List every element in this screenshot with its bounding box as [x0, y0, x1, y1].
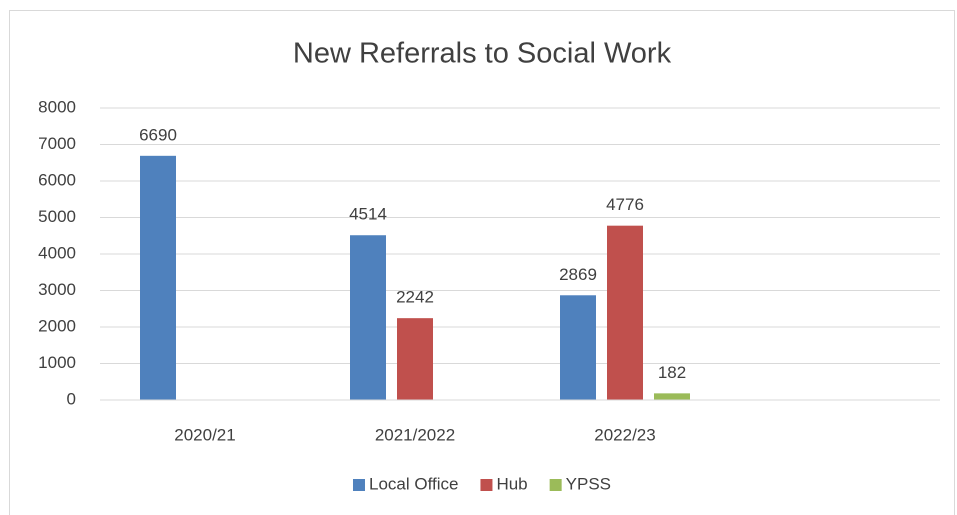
bar [350, 235, 386, 400]
y-tick-label: 2000 [38, 316, 76, 335]
legend-label: Hub [496, 474, 527, 493]
data-label: 4776 [606, 195, 644, 214]
data-label: 182 [658, 363, 686, 382]
legend-swatch [480, 479, 493, 491]
bar [140, 155, 176, 400]
legend-label: Local Office [369, 474, 458, 493]
chart-title: New Referrals to Social Work [293, 38, 672, 70]
y-tick-label: 8000 [38, 97, 76, 116]
y-tick-label: 0 [67, 389, 76, 408]
bar [397, 318, 433, 400]
data-label: 2869 [559, 265, 597, 284]
x-tick-label: 2020/21 [174, 425, 235, 444]
bar [560, 295, 596, 400]
data-label: 2242 [396, 288, 434, 307]
legend-swatch [352, 479, 365, 491]
y-tick-label: 4000 [38, 243, 76, 262]
x-tick-label: 2021/2022 [375, 425, 455, 444]
y-tick-label: 6000 [38, 170, 76, 189]
data-label: 4514 [349, 205, 387, 224]
data-label: 6690 [139, 125, 177, 144]
y-tick-label: 7000 [38, 134, 76, 153]
y-tick-label: 5000 [38, 207, 76, 226]
legend-swatch [549, 479, 562, 491]
y-tick-label: 1000 [38, 353, 76, 372]
x-tick-label: 2022/23 [594, 425, 655, 444]
legend-label: YPSS [566, 474, 611, 493]
bar [654, 393, 690, 400]
bar [607, 225, 643, 400]
y-tick-label: 3000 [38, 280, 76, 299]
